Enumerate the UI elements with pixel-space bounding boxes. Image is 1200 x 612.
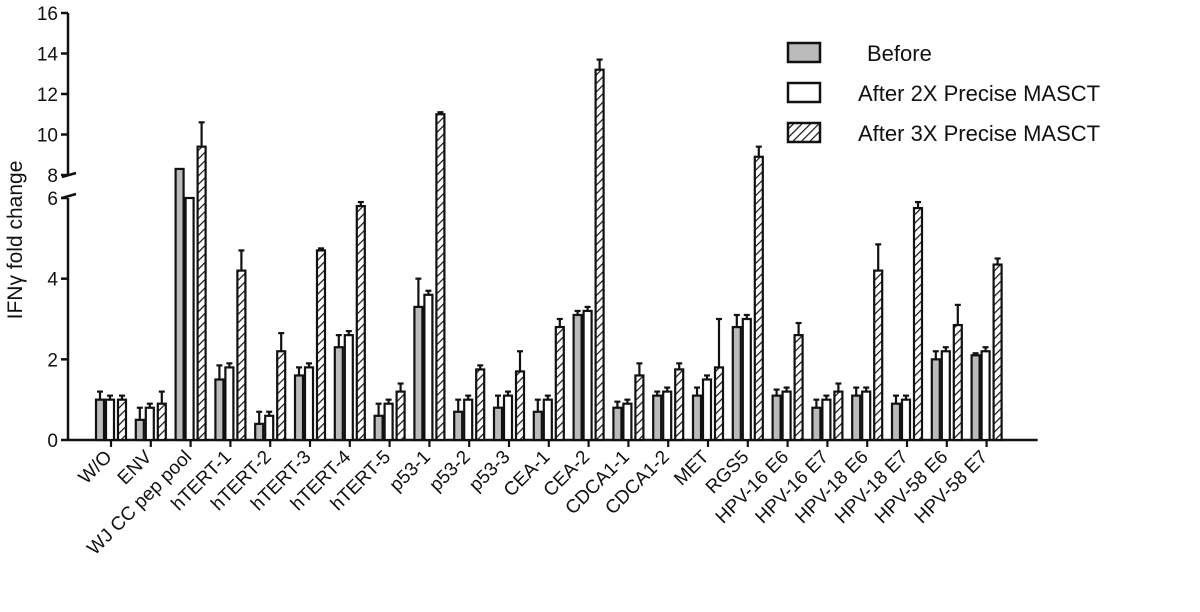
bar-after-2x (502, 394, 514, 442)
bar-after-3x (315, 249, 327, 442)
bar-before (851, 394, 862, 442)
y-axis: 0 2 4 68 10 12 14 16 (37, 4, 77, 452)
bar-after-3x (992, 263, 1003, 442)
bar-after-3x (116, 398, 128, 442)
bar-after-2x (582, 309, 593, 442)
bar-after-2x (662, 390, 673, 442)
bar-before (492, 406, 504, 442)
bar-after-2x (343, 334, 354, 442)
bar-after-2x (184, 196, 195, 442)
axis-break-mark (61, 171, 77, 179)
bar-after-3x (674, 368, 685, 442)
bar-after-3x (793, 334, 804, 442)
y-tick-label: 6 (47, 189, 58, 210)
bar-after-2x (701, 378, 713, 442)
bar-before (453, 410, 464, 442)
bar-after-2x (861, 390, 872, 442)
bar-before (572, 313, 583, 442)
bar-after-3x (355, 204, 366, 442)
bar-after-3x (912, 206, 924, 442)
bar-after-2x (980, 350, 991, 442)
bar-after-3x (833, 390, 844, 442)
bar-after-3x (276, 350, 287, 442)
category-label: W/O (75, 447, 117, 489)
bar-before (930, 358, 941, 442)
bars (94, 58, 1003, 442)
category-label: p53-1 (386, 447, 435, 496)
bar-before (652, 394, 663, 442)
bar-after-3x (594, 68, 605, 442)
bar-after-3x (713, 366, 725, 442)
y-tick-label: 2 (47, 350, 58, 371)
legend-swatch-after-3x (786, 121, 822, 144)
legend-swatch-after-2x (786, 81, 822, 104)
y-axis-label: IFNγ fold change (4, 161, 27, 320)
bar-before (811, 406, 822, 442)
bar-after-2x (224, 366, 235, 442)
bar-before (373, 414, 384, 442)
bar-after-2x (423, 293, 434, 442)
legend-label-after-3x: After 3X Precise MASCT (858, 121, 1100, 146)
bar-after-2x (940, 350, 951, 442)
bar-after-3x (196, 145, 207, 442)
bar-before (612, 406, 623, 442)
y-tick-label: 0 (47, 431, 58, 452)
bar-after-3x (873, 269, 884, 442)
bar-before (94, 398, 106, 442)
bar-before (731, 325, 742, 442)
bar-after-2x (264, 414, 275, 442)
y-tick-label: 12 (37, 85, 58, 106)
bar-after-2x (104, 398, 116, 442)
bar-after-2x (622, 402, 633, 442)
bar-before (333, 346, 344, 442)
bar-after-3x (395, 390, 406, 442)
bar-before (691, 394, 703, 442)
bar-after-2x (463, 398, 474, 442)
y-tick-label: 14 (37, 45, 59, 66)
y-tick-label: 10 (37, 126, 58, 147)
bar-after-2x (144, 406, 155, 442)
bar-after-3x (475, 368, 486, 442)
bar-after-2x (741, 317, 752, 442)
bar-after-3x (753, 155, 764, 442)
bar-after-3x (514, 370, 526, 442)
legend-label-after-2x: After 2X Precise MASCT (858, 81, 1100, 106)
bar-after-3x (236, 269, 247, 442)
bar-after-2x (303, 366, 315, 442)
bar-before (293, 374, 305, 442)
y-tick-label: 8 (47, 166, 58, 187)
bar-after-3x (554, 325, 565, 442)
bar-before (771, 394, 782, 442)
bar-before (890, 402, 902, 442)
bar-before (254, 422, 265, 442)
bar-before (970, 354, 981, 442)
legend-swatch-before (786, 41, 822, 64)
category-label: p53-2 (426, 447, 475, 496)
y-tick-label: 4 (47, 270, 58, 291)
bar-after-3x (435, 113, 446, 442)
bar-after-2x (821, 398, 832, 442)
bar-after-3x (952, 323, 963, 442)
bar-before (174, 167, 185, 442)
bar-before (214, 378, 225, 442)
bar-after-2x (383, 402, 394, 442)
bar-before (413, 305, 424, 442)
bar-after-3x (634, 374, 645, 442)
bar-before (532, 410, 543, 442)
y-tick-label: 16 (37, 4, 58, 25)
bar-after-3x (156, 402, 167, 442)
bar-after-2x (542, 398, 553, 442)
bar-before (134, 418, 145, 442)
legend-label-before: Before (867, 41, 932, 66)
bar-after-2x (781, 390, 792, 442)
legend: Before After 2X Precise MASCT After 3X P… (786, 41, 1100, 146)
bar-after-2x (900, 398, 912, 442)
